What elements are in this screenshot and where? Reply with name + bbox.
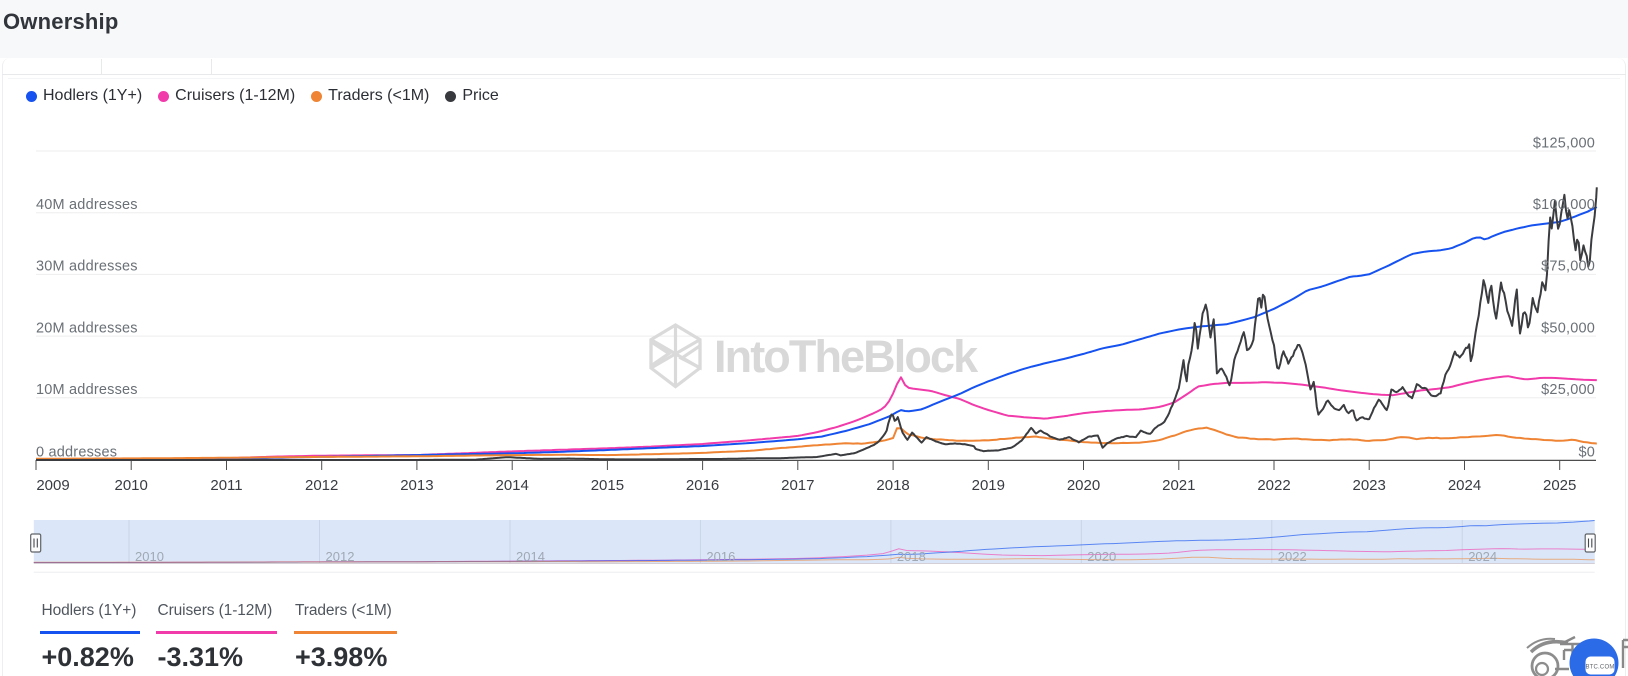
svg-text:2013: 2013 <box>400 477 433 494</box>
svg-text:2023: 2023 <box>1353 477 1386 494</box>
svg-text:$75,000: $75,000 <box>1541 259 1595 275</box>
svg-text:$100,000: $100,000 <box>1533 197 1595 213</box>
svg-text:$25,000: $25,000 <box>1541 382 1595 398</box>
svg-text:2010: 2010 <box>115 477 148 494</box>
svg-text:$0: $0 <box>1578 444 1595 460</box>
svg-text:2019: 2019 <box>972 477 1005 494</box>
svg-text:$125,000: $125,000 <box>1533 135 1595 151</box>
svg-text:30M addresses: 30M addresses <box>36 259 138 275</box>
svg-text:2016: 2016 <box>686 477 719 494</box>
svg-text:$50,000: $50,000 <box>1541 320 1595 336</box>
svg-text:2020: 2020 <box>1087 549 1116 564</box>
svg-text:2015: 2015 <box>591 477 624 494</box>
svg-text:2014: 2014 <box>496 477 529 494</box>
svg-text:20M addresses: 20M addresses <box>36 320 138 336</box>
svg-text:2012: 2012 <box>305 477 338 494</box>
svg-text:BTC.COM: BTC.COM <box>1585 665 1614 671</box>
svg-text:2021: 2021 <box>1162 477 1195 494</box>
svg-text:IntoTheBlock: IntoTheBlock <box>714 331 979 382</box>
svg-text:2022: 2022 <box>1257 477 1290 494</box>
svg-text:2009: 2009 <box>36 477 69 494</box>
svg-text:2012: 2012 <box>326 549 355 564</box>
svg-text:2016: 2016 <box>706 549 735 564</box>
svg-text:0 addresses: 0 addresses <box>36 444 117 460</box>
svg-text:10M addresses: 10M addresses <box>36 382 138 398</box>
svg-text:2011: 2011 <box>210 477 242 494</box>
svg-text:2014: 2014 <box>516 549 545 564</box>
svg-text:2022: 2022 <box>1278 549 1307 564</box>
svg-text:2024: 2024 <box>1468 549 1497 564</box>
svg-text:2020: 2020 <box>1067 477 1100 494</box>
svg-text:2018: 2018 <box>897 549 926 564</box>
svg-text:2024: 2024 <box>1448 477 1481 494</box>
svg-text:2010: 2010 <box>135 549 164 564</box>
svg-text:40M addresses: 40M addresses <box>36 197 138 213</box>
svg-text:2018: 2018 <box>876 477 909 494</box>
svg-text:2017: 2017 <box>781 477 814 494</box>
svg-text:2025: 2025 <box>1543 477 1576 494</box>
